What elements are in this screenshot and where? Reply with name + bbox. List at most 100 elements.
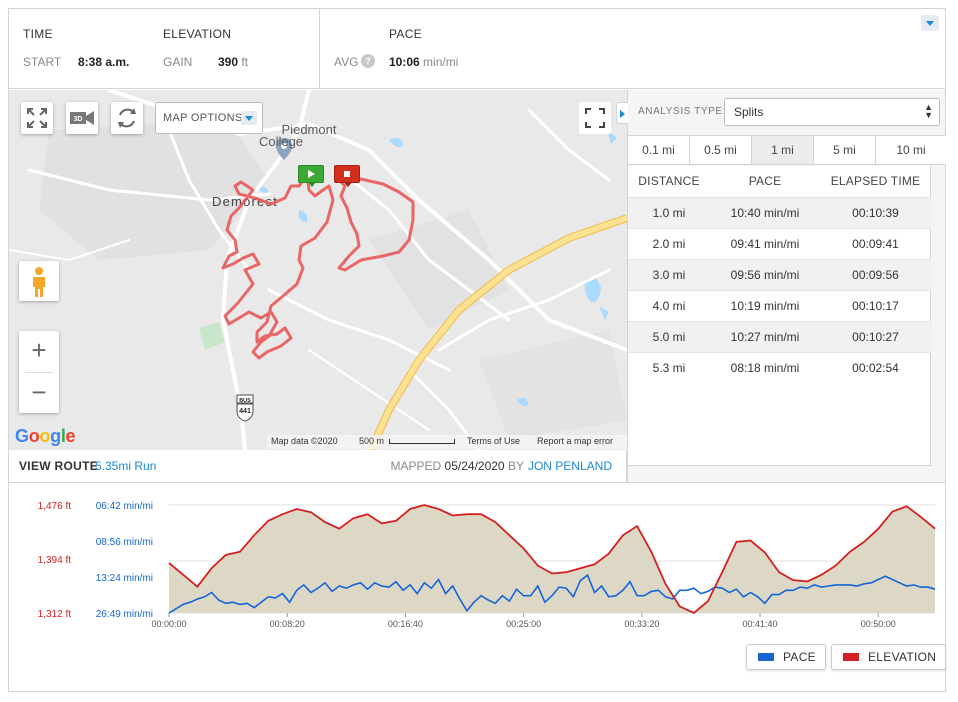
x-tick-label: 00:08:20 [270, 619, 305, 629]
shield-label-441: 441 [239, 408, 251, 415]
splits-table: DISTANCE PACE ELAPSED TIME 1.0 mi 10:40 m… [628, 166, 931, 466]
3d-view-button[interactable]: 3D [66, 102, 98, 134]
x-tick-label: 00:25:00 [506, 619, 541, 629]
split-elapsed-time: 00:09:56 [852, 268, 899, 282]
elevation-swatch [843, 653, 859, 661]
panel-toggle-arrow-icon[interactable] [616, 102, 628, 124]
x-tick-label: 00:33:20 [624, 619, 659, 629]
table-row[interactable]: 3.0 mi 09:56 min/mi 00:09:56 [628, 259, 931, 290]
table-row[interactable]: 4.0 mi 10:19 min/mi 00:10:17 [628, 290, 931, 321]
split-pace: 09:56 min/mi [730, 268, 800, 282]
help-icon[interactable]: ? [361, 54, 375, 68]
analysis-panel: ANALYSIS TYPE: Splits ▲ ▼ 0.1 mi 0.5 mi 1 m… [616, 90, 946, 482]
fullscreen-corners-icon[interactable] [579, 102, 611, 134]
mapped-info: MAPPED 05/24/2020 BY JON PENLAND [391, 450, 612, 482]
google-logo: Google [15, 426, 76, 447]
google-logo-letter: G [15, 426, 29, 446]
place-label-college: College [259, 134, 303, 149]
split-pace: 08:18 min/mi [730, 361, 800, 375]
report-map-error-link[interactable]: Report a map error [537, 436, 614, 446]
zoom-out-button[interactable]: − [31, 377, 47, 407]
split-elapsed-time: 00:10:27 [852, 330, 899, 344]
pace-tick-label: 26:49 min/mi [96, 609, 153, 620]
legend-elevation-label: ELEVATION [868, 650, 937, 664]
3d-label: 3D [74, 116, 83, 123]
place-label-piedmont: Piedmont [282, 122, 337, 137]
tab-split-5-mi[interactable]: 5 mi [814, 136, 876, 164]
map-canvas: BUS 441 Piedmont College Demorest [9, 90, 627, 450]
map-options-dropdown[interactable]: MAP OPTIONS [155, 102, 263, 134]
map-data-attribution: Map data ©2020 [271, 436, 338, 446]
start-time-value: 8:38 a.m. [78, 55, 130, 69]
analysis-type-select[interactable]: Splits ▲ ▼ [724, 98, 940, 126]
avg-pace-value: 10:06 min/mi [389, 55, 458, 69]
route-distance-link[interactable]: 5.35mi Run [95, 459, 157, 473]
split-elapsed-time: 00:10:17 [852, 299, 899, 313]
tab-split-1-mi[interactable]: 1 mi [752, 136, 814, 164]
split-distance: 4.0 mi [652, 299, 686, 313]
street-view-pegman-icon[interactable] [19, 261, 59, 301]
legend-elevation-toggle[interactable]: ELEVATION [831, 644, 947, 670]
header-distance: DISTANCE [638, 174, 700, 188]
pace-tick-label: 06:42 min/mi [96, 501, 153, 512]
pace-elevation-chart[interactable]: 00:00:00 00:08:20 00:16:40 00:25:00 00:33:20… [9, 482, 947, 692]
google-logo-letter: o [39, 426, 51, 446]
google-logo-letter: o [28, 426, 40, 446]
table-row[interactable]: 2.0 mi 09:41 min/mi 00:09:41 [628, 228, 931, 259]
elevation-tick-label: 1,476 ft [38, 501, 72, 512]
zoom-controls: + − [19, 331, 59, 413]
table-row[interactable]: 1.0 mi 10:40 min/mi 00:10:39 [628, 197, 931, 228]
pace-tick-label: 08:56 min/mi [96, 537, 153, 548]
fullscreen-expand-icon[interactable] [21, 102, 53, 134]
split-distance: 5.3 mi [652, 361, 686, 375]
route-map[interactable]: BUS 441 Piedmont College Demorest 3D MAP… [9, 90, 627, 450]
elevation-tick-label: 1,394 ft [38, 555, 72, 566]
table-row[interactable]: 5.0 mi 10:27 min/mi 00:10:27 [628, 321, 931, 352]
route-detail-panel: TIME START 8:38 a.m. ELEVATION GAIN 390 … [8, 8, 947, 692]
pace-title: PACE [389, 27, 422, 41]
split-pace: 09:41 min/mi [730, 237, 800, 251]
avg-pace-number: 10:06 [389, 55, 420, 69]
pace-series-line [168, 573, 936, 614]
route-end-marker[interactable] [334, 165, 360, 187]
pace-tick-label: 13:24 min/mi [96, 573, 153, 584]
x-tick-label: 00:41:40 [743, 619, 778, 629]
author-link[interactable]: JON PENLAND [527, 459, 612, 473]
google-logo-letter: g [50, 426, 61, 446]
x-tick-label: 00:00:00 [151, 619, 186, 629]
tab-split-0-1-mi[interactable]: 0.1 mi [628, 136, 690, 164]
x-tick-label: 00:50:00 [861, 619, 896, 629]
start-label: START [23, 55, 62, 69]
split-elapsed-time: 00:02:54 [852, 361, 899, 375]
legend-pace-toggle[interactable]: PACE [746, 644, 826, 670]
table-row[interactable]: 5.3 mi 08:18 min/mi 00:02:54 [628, 352, 931, 383]
split-distance: 1.0 mi [652, 206, 686, 220]
route-start-marker[interactable] [298, 165, 324, 187]
split-interval-tabs: 0.1 mi 0.5 mi 1 mi 5 mi 10 mi [628, 135, 946, 165]
split-pace: 10:27 min/mi [730, 330, 800, 344]
analysis-type-value: Splits [734, 105, 764, 119]
google-logo-letter: e [65, 426, 76, 446]
shield-label-bus: BUS [239, 398, 251, 404]
elevation-title: ELEVATION [163, 27, 232, 41]
mapped-prefix: MAPPED [390, 459, 442, 473]
rotate-refresh-icon[interactable] [111, 102, 143, 134]
avg-label: AVG [334, 55, 359, 69]
zoom-in-button[interactable]: + [31, 335, 47, 365]
tab-split-0-5-mi[interactable]: 0.5 mi [690, 136, 752, 164]
avg-pace-unit: min/mi [423, 55, 459, 69]
header-elapsed-time: ELAPSED TIME [830, 174, 921, 188]
elevation-series-line [168, 504, 936, 615]
terms-link[interactable]: Terms of Use [467, 436, 521, 446]
mapped-by: BY [507, 459, 524, 473]
select-updown-icon: ▲ ▼ [924, 102, 933, 120]
pace-swatch [758, 653, 774, 661]
tab-split-10-mi[interactable]: 10 mi [896, 143, 926, 157]
view-route-label: VIEW ROUTE [19, 459, 99, 473]
collapse-chevron-button[interactable] [921, 15, 939, 31]
split-distance: 2.0 mi [652, 237, 686, 251]
zoom-divider [25, 372, 53, 373]
gain-unit: ft [241, 55, 249, 69]
split-distance: 5.0 mi [652, 330, 686, 344]
chart-svg: 00:00:00 00:08:20 00:16:40 00:25:00 00:33:20… [38, 501, 936, 629]
